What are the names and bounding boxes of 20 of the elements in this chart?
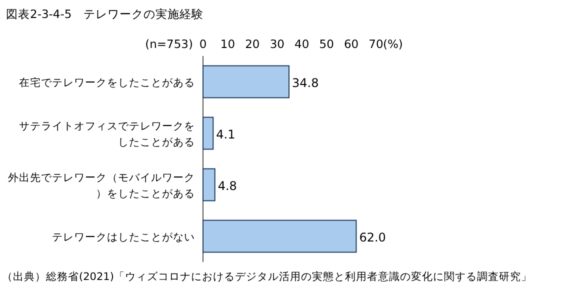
data-label: 62.0	[359, 230, 386, 244]
text: （出典）総務省(2021)「ウィズコロナにおけるデジタル活用の実態と利用者意識の変化に関する調査研究」	[2, 270, 532, 283]
x-tick-label: 20	[245, 37, 260, 51]
x-tick-label: 50	[319, 37, 334, 51]
data-label: 4.8	[218, 178, 237, 193]
y-tick-label: サテライトオフィスでテレワークをしたことがある	[19, 120, 195, 148]
x-tick-label: 60	[344, 37, 359, 51]
data-label: 4.1	[216, 127, 236, 142]
x-tick-label: 30	[270, 37, 284, 51]
y-tick-label: 外出先でテレワーク（モバイルワーク）をしたことがある	[8, 170, 195, 200]
x-tick-label: 40	[294, 37, 310, 51]
data-label: 34.8	[292, 76, 319, 90]
x-axis-title: (%)	[383, 37, 403, 51]
x-tick-label: 10	[220, 37, 236, 51]
text: (n=753)	[145, 37, 193, 51]
y-tick-label: 在宅でテレワークをしたことがある	[19, 76, 195, 89]
x-tick-label: 70	[368, 37, 384, 51]
x-tick-label: 0	[199, 37, 207, 51]
y-tick-label: テレワークはしたことがない	[52, 231, 195, 244]
text: 図表2-3-4-5 テレワークの実施経験	[6, 7, 204, 21]
